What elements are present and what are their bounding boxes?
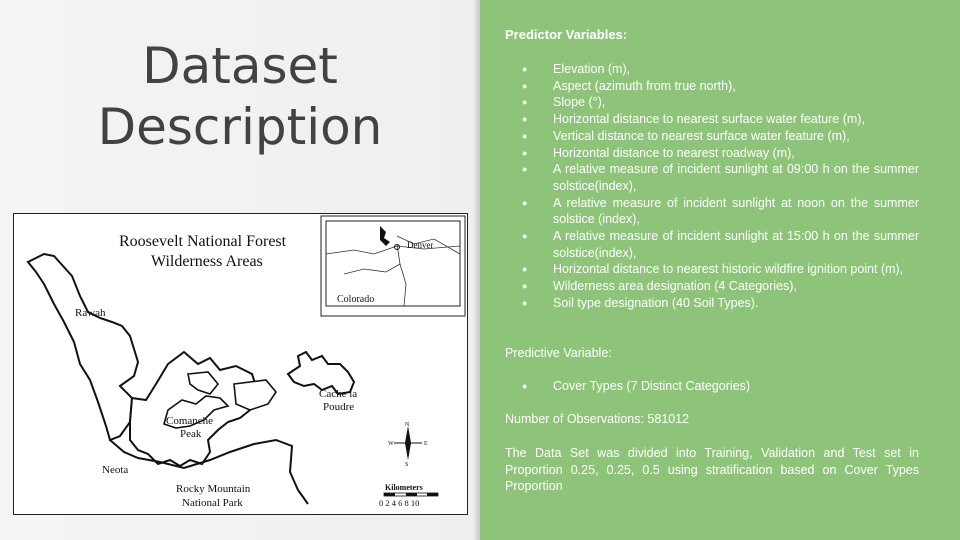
compass-icon: N S E W xyxy=(388,422,428,468)
predictor-item: A relative measure of incident sunlight … xyxy=(505,195,919,228)
wilderness-map: Roosevelt National Forest Wilderness Are… xyxy=(13,213,468,515)
predictor-item: Horizontal distance to nearest surface w… xyxy=(505,111,919,128)
scale-label: Kilometers xyxy=(385,483,423,492)
panel-divider xyxy=(473,0,481,540)
slide-title: Dataset Description xyxy=(60,36,420,158)
predictor-item: Aspect (azimuth from true north), xyxy=(505,78,919,95)
predictor-heading: Predictor Variables: xyxy=(505,27,628,42)
slide-title-line-2: Description xyxy=(97,98,383,156)
predictive-item: Cover Types (7 Distinct Categories) xyxy=(505,378,919,395)
predictive-heading: Predictive Variable: xyxy=(505,346,612,360)
colorado-inset: Denver Colorado xyxy=(320,215,466,317)
comanche-label-line-1: Comanche xyxy=(166,415,213,427)
inset-city-label: Denver xyxy=(407,240,434,250)
map-title-line-2: Wilderness Areas xyxy=(151,253,263,270)
predictor-list: Elevation (m), Aspect (azimuth from true… xyxy=(505,61,919,312)
map-title-line-1: Roosevelt National Forest xyxy=(119,233,287,250)
rawah-label: Rawah xyxy=(75,307,106,319)
predictor-item: Horizontal distance to nearest roadway (… xyxy=(505,145,919,162)
scale-ticks: 0 2 4 6 8 10 xyxy=(379,498,419,508)
compass-s: S xyxy=(405,462,408,468)
comanche-label-line-2: Peak xyxy=(180,428,202,440)
park-label-line-2: National Park xyxy=(182,497,243,509)
right-panel: Predictor Variables: Elevation (m), Aspe… xyxy=(480,0,960,540)
compass-w: W xyxy=(388,441,394,447)
rawah-area xyxy=(26,252,140,442)
cache-label-line-2: Poudre xyxy=(323,401,354,413)
slide-title-line-1: Dataset xyxy=(142,37,338,95)
predictive-list: Cover Types (7 Distinct Categories) xyxy=(505,378,919,395)
predictor-item: A relative measure of incident sunlight … xyxy=(505,228,919,261)
observations-count: Number of Observations: 581012 xyxy=(505,412,690,426)
predictor-item: Horizontal distance to nearest historic … xyxy=(505,261,919,278)
predictor-item: Elevation (m), xyxy=(505,61,919,78)
predictor-item: Soil type designation (40 Soil Types). xyxy=(505,295,919,312)
predictor-item: Vertical distance to nearest surface wat… xyxy=(505,128,919,145)
compass-n: N xyxy=(405,422,410,428)
split-note: The Data Set was divided into Training, … xyxy=(505,446,919,494)
cache-label-line-1: Cache la xyxy=(319,388,357,400)
compass-e: E xyxy=(424,441,428,447)
national-park-boundary xyxy=(109,438,309,505)
inset-state-label: Colorado xyxy=(337,294,374,305)
map-drawing: Roosevelt National Forest Wilderness Are… xyxy=(26,215,466,509)
left-panel: Dataset Description Roosevelt National F… xyxy=(0,0,480,540)
park-label-line-1: Rocky Mountain xyxy=(176,483,251,495)
scale-bar: Kilometers 0 2 4 6 8 10 xyxy=(379,483,439,508)
neota-label: Neota xyxy=(102,464,128,476)
cache-la-poudre-area xyxy=(286,350,356,396)
predictor-item: Slope (°), xyxy=(505,94,919,111)
predictor-item: Wilderness area designation (4 Categorie… xyxy=(505,278,919,295)
predictor-item: A relative measure of incident sunlight … xyxy=(505,161,919,194)
